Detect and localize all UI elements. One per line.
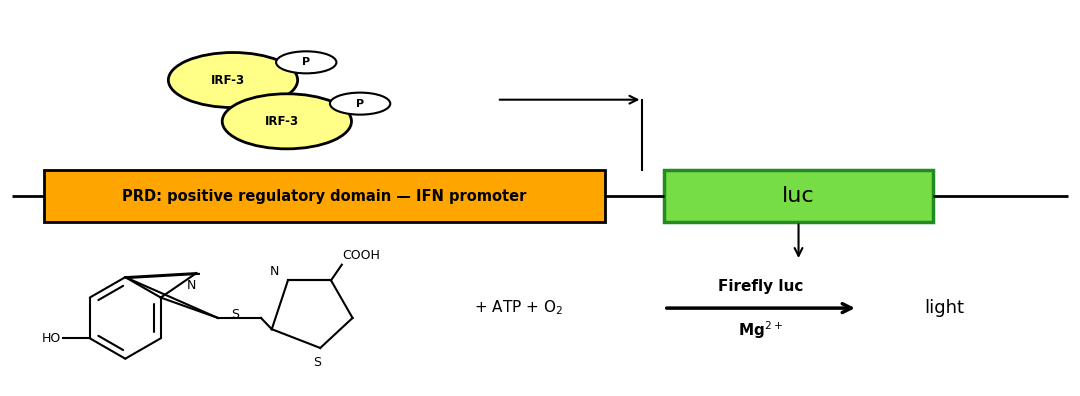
FancyBboxPatch shape	[44, 170, 605, 222]
Ellipse shape	[222, 94, 351, 149]
Text: + ATP + O$_2$: + ATP + O$_2$	[474, 299, 563, 318]
Text: HO: HO	[41, 332, 60, 345]
Text: luc: luc	[782, 186, 814, 206]
Text: Mg$^{2+}$: Mg$^{2+}$	[739, 319, 783, 341]
Text: IRF-3: IRF-3	[265, 115, 298, 128]
Text: IRF-3: IRF-3	[211, 74, 245, 87]
FancyBboxPatch shape	[664, 170, 933, 222]
Text: P: P	[302, 57, 310, 67]
Text: PRD: positive regulatory domain — IFN promoter: PRD: positive regulatory domain — IFN pr…	[122, 188, 527, 204]
Text: P: P	[356, 99, 364, 109]
Text: N: N	[270, 265, 280, 278]
Ellipse shape	[168, 53, 298, 108]
Text: S: S	[231, 308, 239, 320]
Circle shape	[330, 93, 390, 114]
Circle shape	[276, 51, 336, 73]
Text: Firefly luc: Firefly luc	[718, 279, 804, 294]
Text: S: S	[313, 356, 321, 369]
Text: N: N	[186, 279, 195, 292]
Text: light: light	[924, 299, 964, 317]
Text: COOH: COOH	[341, 249, 380, 261]
